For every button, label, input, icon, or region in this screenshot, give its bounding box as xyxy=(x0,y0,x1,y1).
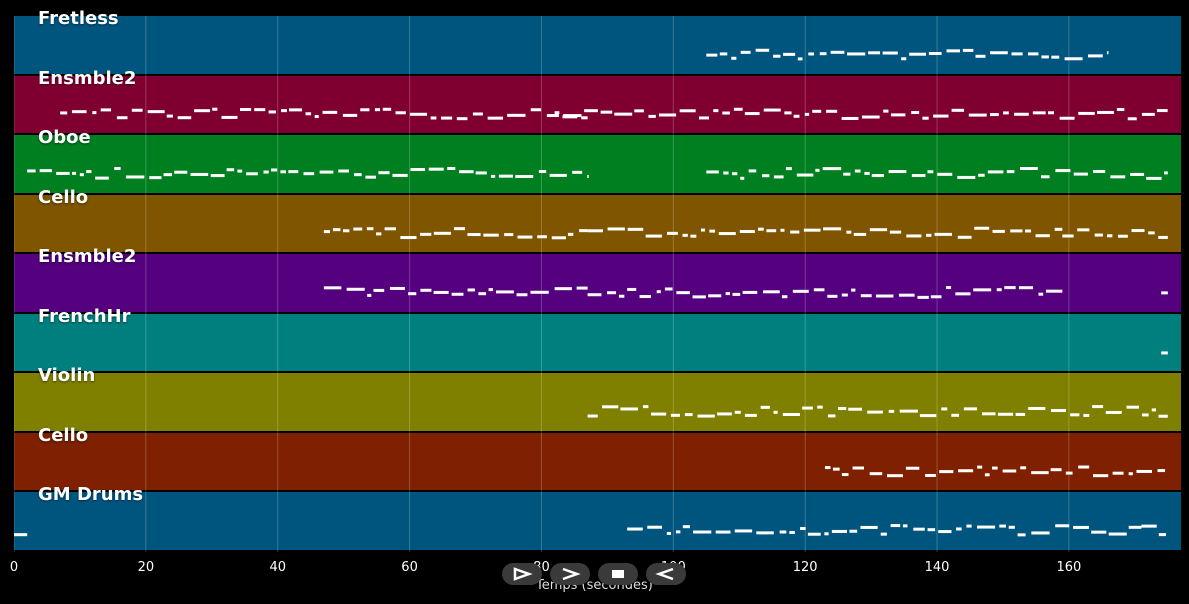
track-name: GM Drums xyxy=(38,484,144,505)
track-5[interactable]: Ensmble2 xyxy=(14,246,1181,314)
x-tick-label: 60 xyxy=(401,560,418,575)
forward-button[interactable] xyxy=(550,563,590,585)
rewind-button[interactable] xyxy=(646,563,686,585)
transport-controls xyxy=(502,563,686,585)
track-name: Ensmble2 xyxy=(38,67,137,89)
x-tick-label: 120 xyxy=(792,560,818,575)
track-name: Cello xyxy=(38,186,89,208)
track-7[interactable]: Violin xyxy=(14,365,1181,433)
track-name: Oboe xyxy=(38,127,91,148)
track-name: Fretless xyxy=(38,8,119,29)
track-3[interactable]: Oboe xyxy=(14,127,1181,195)
x-tick-label: 20 xyxy=(137,560,155,575)
rewind-icon xyxy=(655,567,674,581)
track-name: Violin xyxy=(38,365,96,386)
tracks-area: Fretless Ensmble2 Oboe Cello Ensmble2 FrenchH… xyxy=(14,8,1181,552)
track-1[interactable]: Fretless xyxy=(14,8,1181,76)
track-2[interactable]: Ensmble2 xyxy=(14,68,1181,135)
track-name: Ensmble2 xyxy=(38,246,137,267)
track-9[interactable]: GM Drums xyxy=(14,484,1181,552)
track-name: FrenchHr xyxy=(38,305,131,327)
play-button[interactable] xyxy=(502,563,542,585)
track-6[interactable]: FrenchHr xyxy=(14,306,1181,373)
x-tick-label: 140 xyxy=(924,560,950,575)
x-tick-label: 160 xyxy=(1056,560,1082,575)
x-tick-label: 40 xyxy=(269,560,286,575)
play-icon xyxy=(513,567,533,581)
forward-icon xyxy=(562,567,581,581)
track-4[interactable]: Cello xyxy=(14,187,1181,254)
track-name: Cello xyxy=(38,424,89,446)
stop-icon xyxy=(612,570,624,578)
track-8[interactable]: Cello xyxy=(14,425,1181,492)
stop-button[interactable] xyxy=(598,563,638,585)
x-tick-label: 0 xyxy=(9,560,19,575)
